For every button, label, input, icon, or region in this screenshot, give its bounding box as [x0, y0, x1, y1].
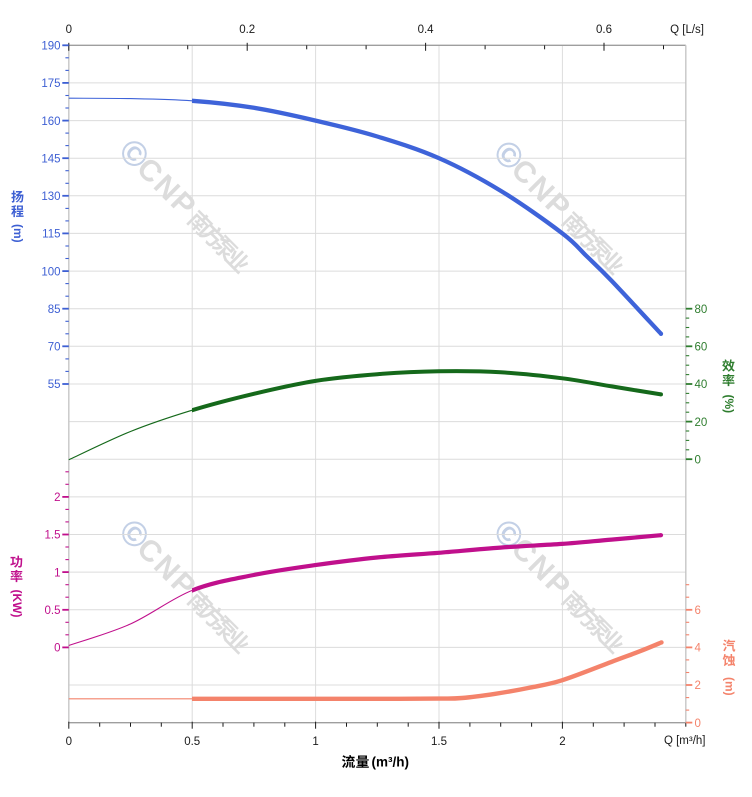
svg-text:85: 85 [48, 304, 61, 316]
svg-text:0.2: 0.2 [239, 24, 255, 36]
svg-text:0.6: 0.6 [596, 24, 612, 36]
svg-text:1: 1 [54, 567, 60, 579]
svg-text:100: 100 [41, 266, 60, 278]
svg-text:0.4: 0.4 [418, 24, 435, 36]
svg-text:Q [L/s]: Q [L/s] [670, 24, 704, 36]
svg-text:60: 60 [695, 342, 708, 354]
svg-text:160: 160 [41, 116, 60, 128]
svg-text:190: 190 [41, 41, 60, 53]
svg-text:0: 0 [66, 736, 72, 748]
svg-text:(m): (m) [723, 677, 737, 696]
svg-text:145: 145 [41, 153, 60, 165]
svg-text:(KW): (KW) [10, 590, 24, 618]
svg-text:130: 130 [41, 191, 60, 203]
svg-text:20: 20 [695, 417, 708, 429]
svg-text:6: 6 [695, 605, 701, 617]
svg-text:1: 1 [312, 736, 318, 748]
svg-text:0.5: 0.5 [184, 736, 200, 748]
svg-text:1.5: 1.5 [431, 736, 447, 748]
svg-text:115: 115 [42, 229, 60, 241]
svg-text:4: 4 [695, 643, 702, 655]
svg-text:2: 2 [54, 492, 60, 504]
svg-text:0.5: 0.5 [45, 605, 61, 617]
svg-text:0: 0 [695, 718, 701, 730]
svg-text:55: 55 [48, 379, 61, 391]
svg-text:(%): (%) [722, 395, 736, 414]
svg-text:0: 0 [66, 24, 72, 36]
svg-text:1.5: 1.5 [45, 530, 61, 542]
svg-text:0: 0 [54, 643, 60, 655]
svg-text:40: 40 [695, 379, 708, 391]
svg-text:(m³/h): (m³/h) [372, 755, 410, 770]
svg-text:Q [m³/h]: Q [m³/h] [664, 735, 706, 747]
svg-text:70: 70 [48, 342, 61, 354]
svg-text:175: 175 [41, 78, 60, 90]
svg-text:(m): (m) [11, 224, 25, 243]
svg-text:2: 2 [695, 680, 701, 692]
svg-text:2: 2 [559, 736, 565, 748]
svg-text:80: 80 [695, 304, 708, 316]
svg-text:0: 0 [695, 454, 701, 466]
